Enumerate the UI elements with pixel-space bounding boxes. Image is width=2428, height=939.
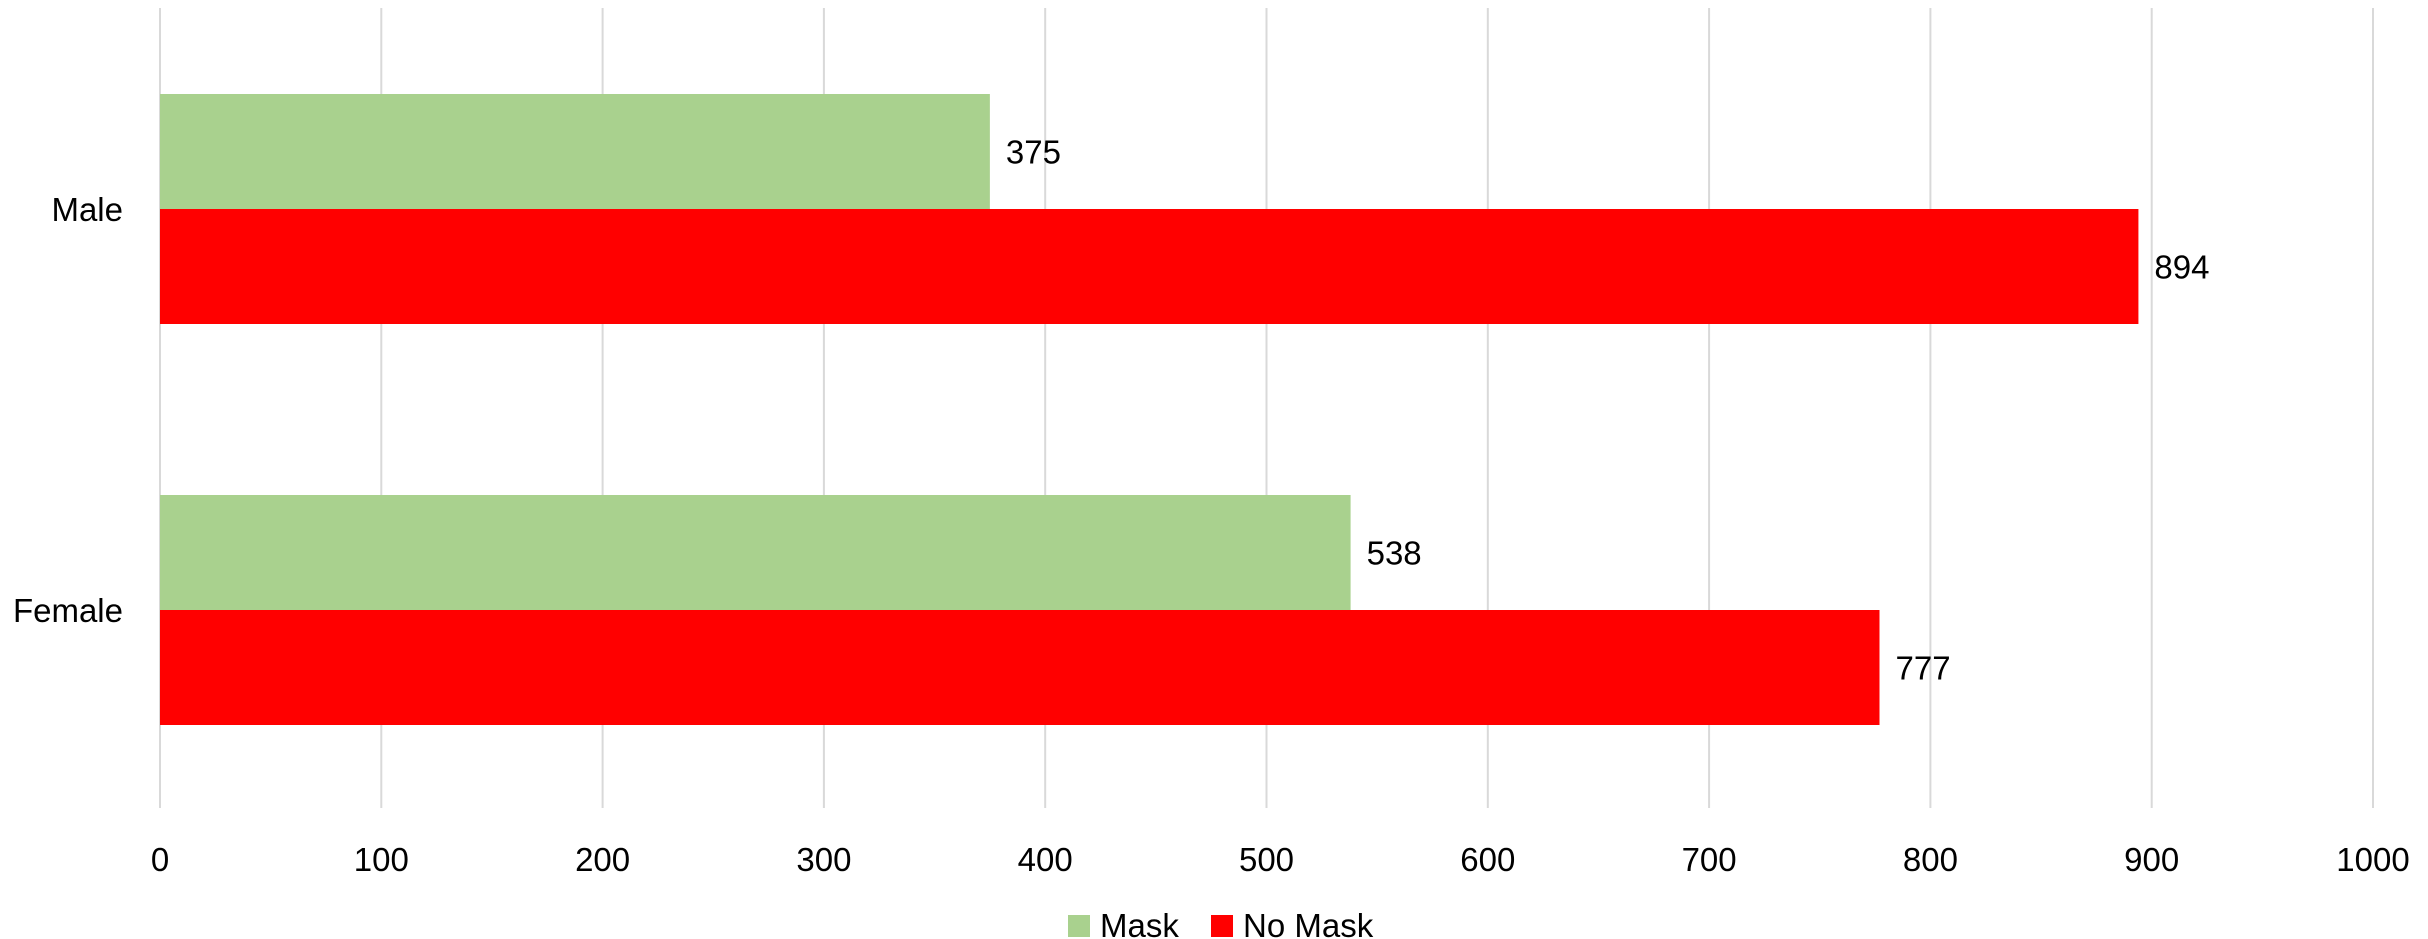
x-tick-label-400: 400 [1018, 841, 1073, 878]
legend-swatch-no-mask [1211, 915, 1233, 937]
x-tick-label-200: 200 [575, 841, 630, 878]
x-tick-label-600: 600 [1460, 841, 1515, 878]
x-tick-label-900: 900 [2124, 841, 2179, 878]
data-label-female-mask: 538 [1367, 535, 1422, 572]
x-axis-ticks: 0 100 200 300 400 500 600 700 800 900 1000 [151, 841, 2410, 878]
bar-male-mask [160, 94, 990, 209]
bar-male-no-mask [160, 209, 2139, 324]
bar-female-mask [160, 495, 1351, 610]
x-tick-label-800: 800 [1903, 841, 1958, 878]
legend-swatch-mask [1068, 915, 1090, 937]
x-tick-label-0: 0 [151, 841, 169, 878]
bar-female-no-mask [160, 610, 1880, 725]
data-label-female-no-mask: 777 [1896, 650, 1951, 687]
data-labels: 375 894 538 777 [1006, 134, 2210, 687]
x-tick-label-700: 700 [1682, 841, 1737, 878]
x-tick-label-1000: 1000 [2336, 841, 2409, 878]
data-label-male-mask: 375 [1006, 134, 1061, 171]
bars [160, 94, 2139, 725]
x-tick-label-100: 100 [354, 841, 409, 878]
x-tick-label-500: 500 [1239, 841, 1294, 878]
data-label-male-no-mask: 894 [2154, 249, 2209, 286]
legend: Mask No Mask [1068, 907, 1374, 939]
category-labels: Male Female [13, 191, 123, 629]
legend-label-mask: Mask [1100, 907, 1179, 939]
category-label-male: Male [51, 191, 123, 228]
legend-label-no-mask: No Mask [1243, 907, 1374, 939]
category-label-female: Female [13, 592, 123, 629]
x-tick-label-300: 300 [796, 841, 851, 878]
